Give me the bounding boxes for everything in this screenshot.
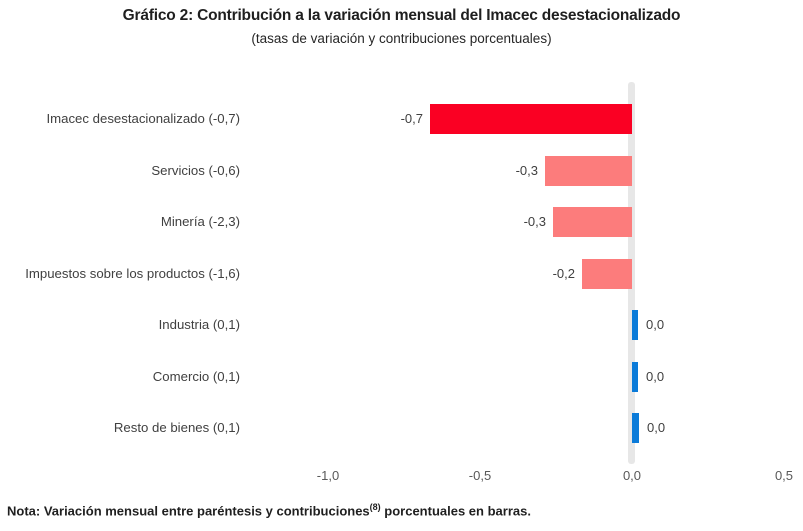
bar	[632, 310, 638, 340]
bar	[553, 207, 632, 237]
value-label: 0,0	[646, 317, 665, 332]
footnote-suffix: porcentuales en barras.	[380, 503, 531, 519]
bar	[632, 413, 639, 443]
bar	[430, 104, 632, 134]
chart-subtitle: (tasas de variación y contribuciones por…	[251, 31, 552, 46]
chart-title: Gráfico 2: Contribución a la variación m…	[122, 7, 681, 24]
bar	[582, 259, 632, 289]
footnote-text: Nota: Variación mensual entre paréntesis…	[7, 503, 370, 519]
bar	[545, 156, 632, 186]
category-label: Resto de bienes (0,1)	[113, 420, 240, 435]
value-label: -0,2	[552, 266, 575, 281]
value-label: -0,3	[523, 214, 546, 229]
category-label: Servicios (-0,6)	[151, 163, 240, 178]
value-label: -0,3	[515, 163, 538, 178]
category-label: Minería (-2,3)	[160, 214, 240, 229]
x-tick-label: 0,5	[774, 468, 794, 483]
x-tick-label: 0,0	[622, 468, 642, 483]
value-label: 0,0	[647, 420, 666, 435]
x-tick-label: -1,0	[316, 468, 340, 483]
category-label: Imacec desestacionalizado (-0,7)	[46, 111, 240, 126]
value-label: 0,0	[646, 369, 665, 384]
footnote: Nota: Variación mensual entre paréntesis…	[7, 502, 531, 518]
footnote-superscript: (8)	[369, 502, 381, 512]
x-tick-label: -0,5	[468, 468, 492, 483]
category-label: Comercio (0,1)	[152, 369, 240, 384]
bar	[632, 362, 638, 392]
value-label: -0,7	[400, 111, 423, 126]
category-label: Impuestos sobre los productos (-1,6)	[25, 266, 240, 281]
category-label: Industria (0,1)	[158, 317, 240, 332]
